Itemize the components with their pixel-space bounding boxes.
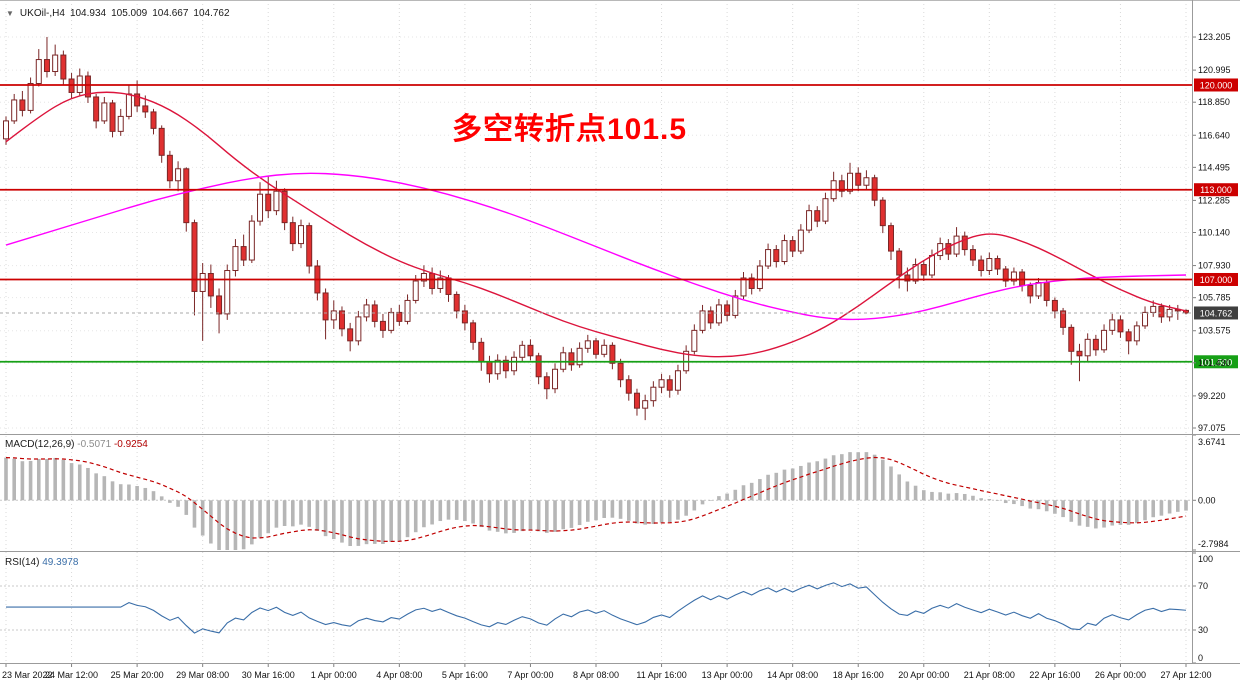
macd-histogram: [4, 452, 1188, 550]
time-tick-label: 13 Apr 00:00: [702, 670, 753, 680]
price-tick-label: 120.995: [1198, 65, 1231, 75]
macd-tick-label: 3.6741: [1198, 437, 1226, 447]
time-tick-label: 29 Mar 08:00: [176, 670, 229, 680]
levels-layer: 120.000 113.000 107.000 101.500 104.762: [0, 78, 1238, 369]
price-tick-label: 105.785: [1198, 293, 1231, 303]
time-tick-label: 21 Apr 08:00: [964, 670, 1015, 680]
price-tick-label: 110.140: [1198, 228, 1230, 238]
macd-name: MACD(12,26,9): [5, 439, 75, 450]
price-tick-label: 116.640: [1198, 130, 1230, 140]
price-axis[interactable]: [1192, 0, 1240, 663]
grid-layer: [0, 0, 1192, 663]
rsi-line: [6, 582, 1187, 634]
svg-text:107.000: 107.000: [1200, 275, 1233, 285]
rsi-name: RSI(14): [5, 557, 40, 568]
main-plot-area[interactable]: [0, 0, 1192, 433]
time-tick-label: 27 Apr 12:00: [1160, 670, 1211, 680]
ma-fast-line: [5, 91, 1187, 358]
time-tick-label: 22 Apr 16:00: [1029, 670, 1080, 680]
macd-indicator-label: MACD(12,26,9) -0.5071 -0.9254: [5, 439, 148, 450]
symbol-timeframe: UKOil-,H4: [19, 8, 65, 19]
svg-text:113.000: 113.000: [1200, 185, 1232, 195]
price-tick-label: 103.575: [1198, 326, 1231, 336]
time-tick-label: 1 Apr 00:00: [311, 670, 357, 680]
time-tick-label: 11 Apr 16:00: [636, 670, 686, 680]
time-tick-label: 8 Apr 08:00: [573, 670, 619, 680]
time-tick-label: 4 Apr 08:00: [376, 670, 422, 680]
macd-plot-area[interactable]: [0, 435, 1192, 550]
rsi-tick-label: 0: [1198, 653, 1203, 663]
macd-tick-label: 0.00: [1198, 495, 1216, 505]
svg-text:120.000: 120.000: [1200, 80, 1233, 90]
price-tick-label: 114.495: [1198, 162, 1230, 172]
price-tick-label: 123.205: [1198, 32, 1231, 42]
collapse-panel-icon[interactable]: ▼: [6, 9, 14, 18]
time-tick-label: 5 Apr 16:00: [442, 670, 488, 680]
macd-signal-value: -0.9254: [113, 439, 148, 450]
time-tick-label: 18 Apr 16:00: [833, 670, 884, 680]
rsi-indicator-label: RSI(14) 49.3978: [5, 557, 78, 568]
current-price-badge: 104.762: [1194, 306, 1238, 320]
svg-text:101.500: 101.500: [1200, 357, 1233, 367]
time-tick-label: 25 Mar 20:00: [111, 670, 164, 680]
ohlc-close: 104.762: [193, 8, 230, 19]
time-tick-label: 7 Apr 00:00: [507, 670, 553, 680]
ohlc-high: 105.009: [111, 8, 148, 19]
time-tick-label: 24 Mar 12:00: [45, 670, 98, 680]
time-tick-label: 30 Mar 16:00: [242, 670, 295, 680]
time-tick-label: 14 Apr 08:00: [767, 670, 818, 680]
price-tick-label: 112.285: [1198, 195, 1230, 205]
candles-layer: [3, 36, 1189, 421]
macd-signal-line: [5, 456, 1187, 543]
macd-main-value: -0.5071: [77, 439, 112, 450]
svg-text:104.762: 104.762: [1200, 308, 1233, 318]
time-tick-label: 20 Apr 00:00: [898, 670, 949, 680]
price-level-badge: 101.500: [1194, 355, 1238, 369]
axis-layer: 23 Mar 202224 Mar 12:00 25 Mar 20:00 29 Ma…: [0, 0, 1240, 680]
rsi-tick-label: 70: [1198, 581, 1208, 591]
price-tick-label: 101.430: [1198, 358, 1231, 368]
rsi-tick-label: 100: [1198, 554, 1213, 564]
rsi-plot-area[interactable]: [0, 553, 1192, 663]
ohlc-open: 104.934: [69, 8, 107, 19]
price-level-badge: 107.000: [1194, 272, 1238, 286]
symbol-ohlc-bar: ▼ UKOil-,H4 104.934 105.009 104.667 104.762: [6, 8, 235, 19]
price-tick-label: 118.850: [1198, 97, 1230, 107]
price-tick-label: 97.075: [1198, 423, 1226, 433]
indicator-layer: [4, 452, 1188, 634]
rsi-tick-label: 30: [1198, 625, 1208, 635]
price-level-badge: 120.000: [1194, 78, 1238, 92]
rsi-value: 49.3978: [42, 557, 79, 568]
moving-averages-layer: [5, 91, 1187, 358]
chart-annotation-text[interactable]: 多空转折点101.5: [452, 113, 688, 146]
ohlc-low: 104.667: [152, 8, 189, 19]
time-tick-label: 26 Apr 00:00: [1095, 670, 1146, 680]
time-axis[interactable]: [0, 663, 1240, 694]
price-tick-label: 99.220: [1198, 391, 1226, 401]
price-tick-label: 107.930: [1198, 261, 1231, 271]
ma-slow-line: [5, 172, 1187, 321]
macd-tick-label: -2.7984: [1198, 539, 1229, 549]
time-tick-label: 23 Mar 2022: [2, 670, 53, 680]
price-level-badge: 113.000: [1194, 183, 1238, 197]
